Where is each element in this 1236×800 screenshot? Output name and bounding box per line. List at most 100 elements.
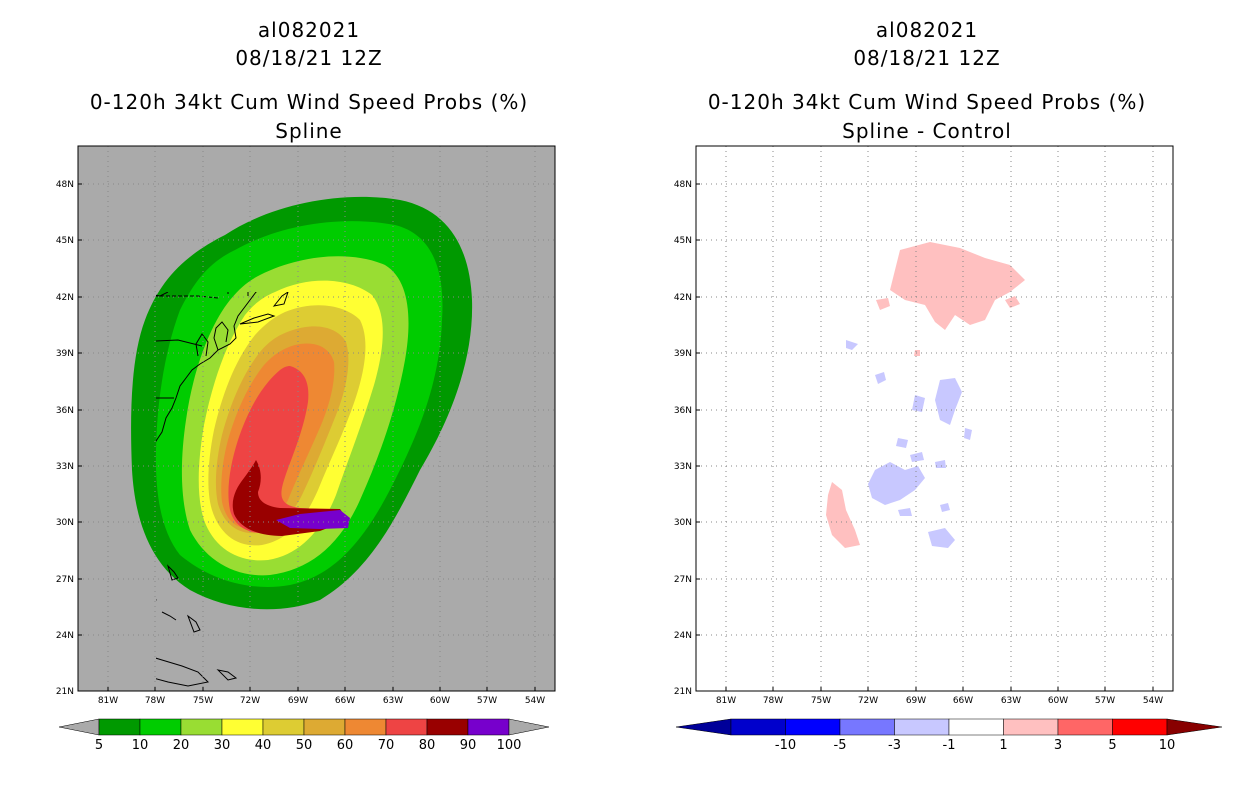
colorbar-swatch bbox=[139, 718, 182, 736]
left-probability-field bbox=[131, 196, 473, 610]
colorbar-swatch bbox=[221, 718, 264, 736]
colorbar-swatch bbox=[385, 718, 428, 736]
colorbar-label: 40 bbox=[255, 738, 272, 753]
lat-tick-label: 24N bbox=[674, 631, 692, 641]
lon-tick-label: 81W bbox=[716, 696, 736, 706]
lon-tick-label: 60W bbox=[1048, 696, 1068, 706]
diff-negative-region bbox=[868, 462, 925, 505]
right-difference-field bbox=[826, 242, 1025, 548]
lat-tick-label: 27N bbox=[56, 575, 74, 585]
right-axis-ticks: 48N 45N 42N 39N 36N 33N 30N 27N 24N 21N 81W 78W 75W 7… bbox=[674, 180, 1163, 706]
right-grid bbox=[696, 146, 1173, 691]
diff-positive-region-south bbox=[826, 482, 860, 548]
right-map: 48N 45N 42N 39N 36N 33N 30N 27N 24N 21N 81W 78W 75W 7… bbox=[674, 145, 1223, 753]
lon-tick-label: 81W bbox=[98, 696, 118, 706]
lon-tick-label: 69W bbox=[288, 696, 308, 706]
colorbar-label: -3 bbox=[888, 738, 901, 753]
left-map-frame bbox=[77, 145, 556, 692]
colorbar-below-arrow bbox=[675, 718, 732, 736]
colorbar-swatch bbox=[344, 718, 387, 736]
colorbar-label: 10 bbox=[132, 738, 149, 753]
colorbar-swatch bbox=[1112, 718, 1168, 736]
colorbar-swatch bbox=[467, 718, 510, 736]
colorbar-swatch bbox=[785, 718, 841, 736]
colorbar-label: 5 bbox=[95, 738, 103, 753]
lat-tick-label: 27N bbox=[674, 575, 692, 585]
right-map-background bbox=[696, 146, 1173, 691]
colorbar-swatch bbox=[98, 718, 141, 736]
colorbar-below-arrow bbox=[58, 718, 100, 736]
diff-positive-region bbox=[890, 242, 1025, 330]
lat-tick-label: 33N bbox=[56, 462, 74, 472]
lat-tick-label: 33N bbox=[674, 462, 692, 472]
lat-tick-label: 36N bbox=[674, 406, 692, 416]
lat-tick-label: 21N bbox=[674, 687, 692, 697]
right-datetime: 08/18/21 12Z bbox=[853, 46, 1001, 70]
left-colorbar: 5 10 20 30 40 50 60 70 80 90 100 bbox=[58, 718, 550, 753]
lat-tick-label: 30N bbox=[674, 518, 692, 528]
right-map-frame bbox=[695, 145, 1174, 692]
lat-tick-label: 42N bbox=[56, 293, 74, 303]
left-storm-id: al082021 bbox=[257, 18, 361, 42]
colorbar-swatch bbox=[180, 718, 223, 736]
colorbar-label: -5 bbox=[834, 738, 847, 753]
colorbar-swatch bbox=[1003, 718, 1059, 736]
lon-tick-label: 63W bbox=[1001, 696, 1021, 706]
lon-tick-label: 78W bbox=[145, 696, 165, 706]
colorbar-label: 3 bbox=[1054, 738, 1062, 753]
colorbar-label: 80 bbox=[419, 738, 436, 753]
lon-tick-label: 57W bbox=[1095, 696, 1115, 706]
colorbar-swatch bbox=[262, 718, 305, 736]
lat-tick-label: 45N bbox=[674, 236, 692, 246]
left-subtitle: Spline bbox=[275, 119, 343, 143]
colorbar-label: 60 bbox=[337, 738, 354, 753]
lat-tick-label: 39N bbox=[56, 349, 74, 359]
lon-tick-label: 54W bbox=[525, 696, 545, 706]
colorbar-label: 1 bbox=[999, 738, 1007, 753]
colorbar-swatch bbox=[839, 718, 895, 736]
left-axis-ticks: 48N 45N 42N 39N 36N 33N 30N 27N 24N 21N 81W 78W 75W 7… bbox=[56, 180, 545, 706]
lon-tick-label: 63W bbox=[383, 696, 403, 706]
colorbar-swatch bbox=[730, 718, 786, 736]
right-subtitle: Spline - Control bbox=[842, 119, 1012, 143]
colorbar-label: 30 bbox=[214, 738, 231, 753]
colorbar-swatch bbox=[894, 718, 950, 736]
lat-tick-label: 42N bbox=[674, 293, 692, 303]
lon-tick-label: 75W bbox=[811, 696, 831, 706]
lon-tick-label: 57W bbox=[477, 696, 497, 706]
lat-tick-label: 30N bbox=[56, 518, 74, 528]
lat-tick-label: 48N bbox=[674, 180, 692, 190]
colorbar-label: 70 bbox=[378, 738, 395, 753]
left-grid bbox=[78, 146, 555, 691]
colorbar-label: 20 bbox=[173, 738, 190, 753]
right-storm-id: al082021 bbox=[875, 18, 979, 42]
colorbar-label: -10 bbox=[775, 738, 796, 753]
lon-tick-label: 60W bbox=[430, 696, 450, 706]
lon-tick-label: 66W bbox=[953, 696, 973, 706]
colorbar-above-arrow bbox=[508, 718, 550, 736]
colorbar-swatch bbox=[1057, 718, 1113, 736]
left-map: 48N 45N 42N 39N 36N 33N 30N 27N 24N 21N 81W 78W 75W 7… bbox=[56, 145, 556, 753]
colorbar-swatch bbox=[426, 718, 469, 736]
colorbar-label: 90 bbox=[460, 738, 477, 753]
lat-tick-label: 39N bbox=[674, 349, 692, 359]
lon-tick-label: 69W bbox=[906, 696, 926, 706]
lon-tick-label: 72W bbox=[858, 696, 878, 706]
colorbar-label: 5 bbox=[1108, 738, 1116, 753]
lat-tick-label: 36N bbox=[56, 406, 74, 416]
colorbar-label: 50 bbox=[296, 738, 313, 753]
lon-tick-label: 54W bbox=[1143, 696, 1163, 706]
colorbar-label: 10 bbox=[1159, 738, 1176, 753]
lat-tick-label: 21N bbox=[56, 687, 74, 697]
lon-tick-label: 78W bbox=[763, 696, 783, 706]
left-product-title: 0-120h 34kt Cum Wind Speed Probs (%) bbox=[89, 90, 529, 114]
colorbar-swatch bbox=[948, 718, 1004, 736]
colorbar-label: -1 bbox=[943, 738, 956, 753]
left-datetime: 08/18/21 12Z bbox=[235, 46, 383, 70]
lat-tick-label: 24N bbox=[56, 631, 74, 641]
colorbar-swatch bbox=[303, 718, 346, 736]
lon-tick-label: 72W bbox=[240, 696, 260, 706]
colorbar-above-arrow bbox=[1166, 718, 1223, 736]
right-product-title: 0-120h 34kt Cum Wind Speed Probs (%) bbox=[707, 90, 1147, 114]
